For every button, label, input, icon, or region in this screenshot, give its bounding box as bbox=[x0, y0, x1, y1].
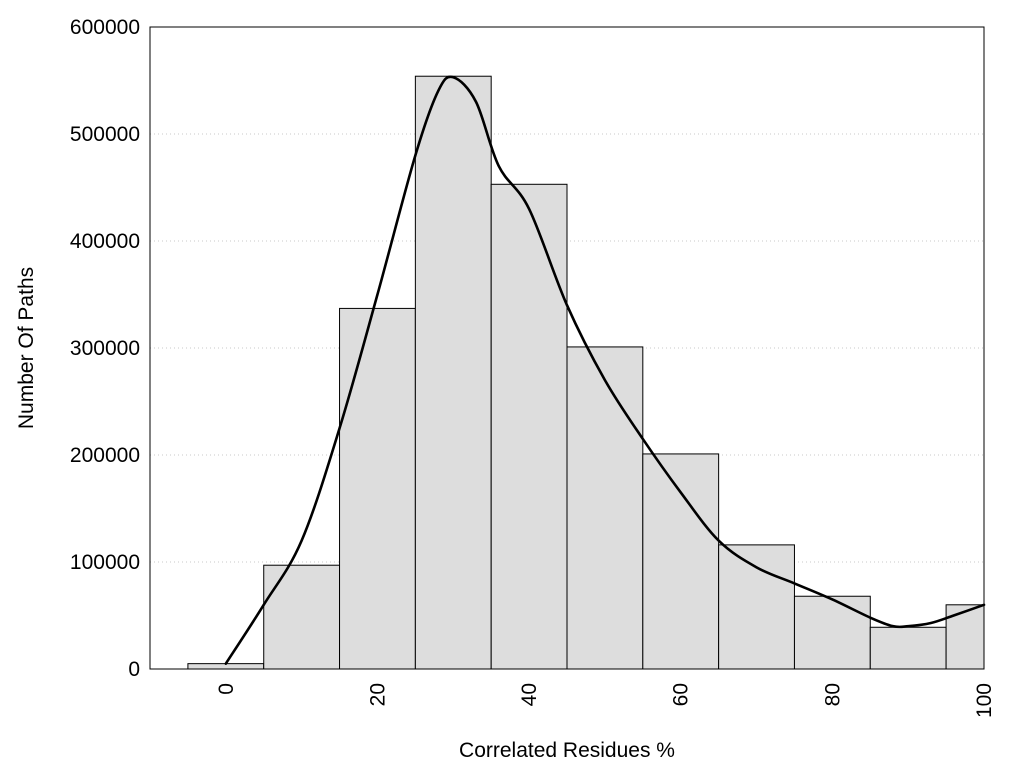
density-curve-layer bbox=[224, 75, 986, 665]
y-tick-label: 0 bbox=[128, 658, 140, 681]
y-tick-label: 300000 bbox=[70, 337, 140, 360]
histogram-bar bbox=[414, 75, 492, 670]
histogram-bar bbox=[793, 595, 871, 670]
x-axis-title: Correlated Residues % bbox=[459, 739, 675, 762]
histogram-bar bbox=[945, 604, 985, 670]
y-tick-label: 100000 bbox=[70, 551, 140, 574]
histogram-bar bbox=[490, 183, 568, 670]
histogram-bar bbox=[263, 564, 341, 670]
histogram-bars bbox=[187, 75, 985, 670]
plot-frame bbox=[149, 26, 985, 670]
histogram-bar bbox=[339, 307, 416, 670]
x-tick-label: 80 bbox=[821, 683, 844, 706]
x-tick-label: 60 bbox=[670, 683, 693, 706]
y-tick-label: 500000 bbox=[70, 123, 140, 146]
x-tick-label: 20 bbox=[366, 683, 389, 706]
x-tick-label: 0 bbox=[215, 683, 238, 695]
histogram-bar bbox=[718, 544, 795, 670]
y-tick-label: 400000 bbox=[70, 230, 140, 253]
y-axis-ticks: 0 100000 200000 300000 400000 500000 600000 bbox=[70, 16, 140, 681]
y-tick-label: 600000 bbox=[70, 16, 140, 39]
x-tick-label: 100 bbox=[973, 683, 996, 718]
y-tick-label: 200000 bbox=[70, 444, 140, 467]
x-axis-ticks: 0 20 40 60 80 100 bbox=[215, 683, 996, 718]
y-axis-title: Number Of Paths bbox=[15, 267, 38, 429]
density-curve bbox=[224, 75, 986, 665]
histogram-bar bbox=[869, 626, 947, 670]
histogram-bar bbox=[566, 346, 644, 670]
x-tick-label: 40 bbox=[518, 683, 541, 706]
histogram-bar bbox=[642, 453, 720, 670]
